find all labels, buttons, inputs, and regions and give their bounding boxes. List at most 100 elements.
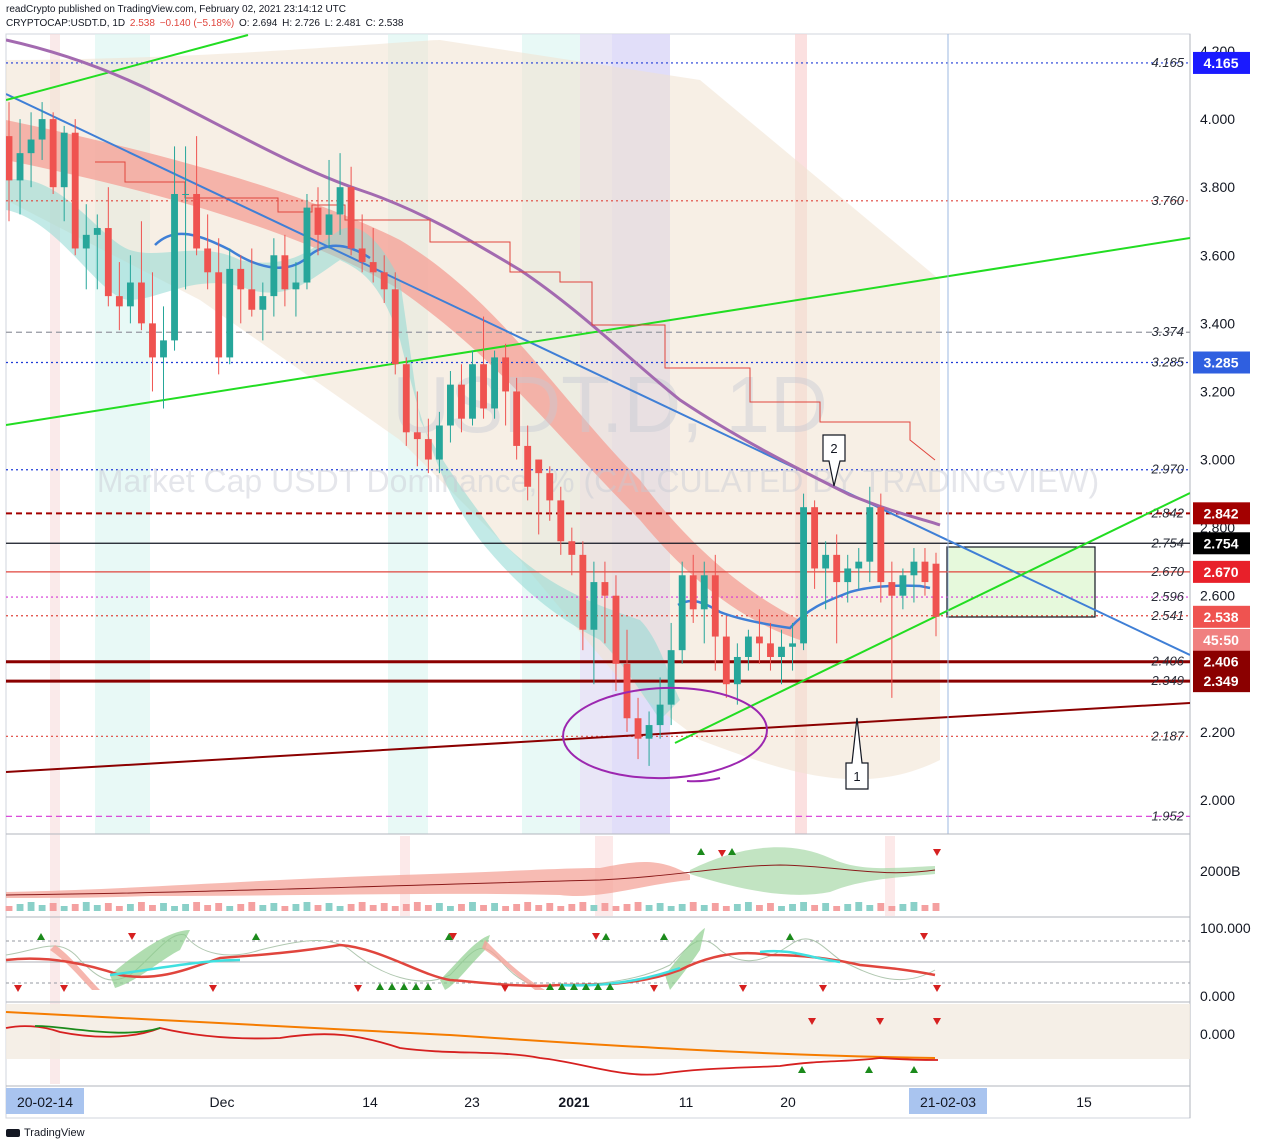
volume-bar [182,904,189,911]
arrow-down-icon [449,933,457,940]
bottom-line-red [5,1025,939,1076]
volume-bar [259,905,267,911]
y-tick-label: 3.600 [1200,247,1235,263]
arrow-down-icon [739,985,747,992]
candle-body [380,272,388,290]
candle-body [844,568,852,583]
arrow-up-icon [558,983,566,990]
volume-bar [557,906,565,911]
candle-body [601,582,609,596]
volume-bar [424,905,432,911]
candle-body [469,364,476,419]
volume-bar [435,903,443,911]
bottom-panel-bg [6,1004,1190,1059]
x-tick: 23 [464,1094,480,1110]
ohlc-close: C: 2.538 [365,18,404,29]
arrow-down-icon [128,933,136,940]
arrow-down-icon [209,985,217,992]
candle-body [491,357,498,409]
candle-body [27,139,35,154]
volume-bar [513,904,521,911]
symbol-name[interactable]: CRYPTOCAP:USDT.D, 1D [6,18,126,29]
candle-body [115,296,123,307]
candle-body [193,194,201,249]
candle-body [612,595,620,664]
arrow-up-icon [388,983,396,990]
candle-body [226,268,234,358]
volume-bar [822,903,830,911]
volume-bar [380,903,388,911]
arrow-down-icon [933,849,941,856]
axis-tag [1193,605,1250,628]
arrow-up-icon [424,983,432,990]
axis-tag-text: 2.670 [1203,564,1238,580]
time-axis[interactable]: 20-02-14 21-02-03 Dec 14 23 2021 11 20 1… [6,1088,1092,1114]
price-axis: 2.0002.2002.4002.6002.8003.0003.2003.400… [1200,43,1235,808]
bottom-circle[interactable] [561,684,768,781]
volume-bar [369,905,377,911]
target-box[interactable] [946,546,1096,618]
tradingview-brand: TradingView [24,1127,85,1139]
volume-bar [314,905,322,911]
volume-bar [568,904,576,911]
green-trendline-top[interactable] [6,34,249,101]
time-tag-left [6,1088,84,1114]
candle-body [325,214,333,235]
y-tick-label: 3.200 [1200,383,1235,399]
arrow-up-icon [728,848,736,855]
level-labels: 4.165 3.760 3.374 3.285 2.970 2.842 2.754 2.670… [1150,55,1184,823]
volume-bar [733,904,741,911]
volume-bar [325,903,333,911]
arrow-up-icon [865,1066,873,1073]
x-tick: 15 [1076,1094,1092,1110]
callout-1[interactable]: 1 [845,717,869,790]
bottom-panel: 0.000 [5,1004,1235,1076]
long-support-line[interactable] [6,702,1190,773]
candle-body [744,636,752,657]
x-tick: 14 [362,1094,378,1110]
volume-bar [16,904,24,911]
osc-axis-top: 100.000 [1200,920,1251,936]
green-support-line[interactable] [674,492,1190,744]
descending-trendline[interactable] [6,93,1190,656]
arrow-down-icon [354,985,362,992]
candle-body [623,663,631,719]
volume-bar [226,906,234,911]
tradingview-logo[interactable]: TradingView [6,1127,85,1139]
volume-bar [689,902,697,911]
arrow-up-icon [376,983,384,990]
volume-bar [800,902,807,911]
arrow-up-icon [570,983,578,990]
volume-bar [281,906,289,911]
osc-arrows [14,933,941,992]
stop-line [95,161,936,461]
symbol-line: CRYPTOCAP:USDT.D, 1D 2.538 −0.140 (−5.18… [6,17,405,31]
axis-tag-text: 2.538 [1203,609,1238,625]
axis-tag [1193,670,1250,693]
volume-bar [171,906,178,911]
candle-body [259,296,267,310]
volume-bar [888,906,896,911]
candle-body [910,561,918,576]
volume-bar [789,904,796,911]
time-tag-right-text: 21-02-03 [920,1094,976,1110]
candle-body [424,439,432,460]
candle-body [303,207,311,283]
callout-2[interactable]: 2 [822,434,846,487]
candle-body [171,194,178,341]
volume-bar [833,906,841,911]
level-label: 2.842 [1150,505,1184,520]
volume-bar [767,903,774,911]
arrow-down-icon [920,933,928,940]
volume-bar [579,902,587,911]
candle-body [590,582,598,630]
volume-bar [480,905,487,911]
candle-body [458,384,465,419]
candle-body [314,207,322,235]
candle-body [347,187,355,249]
axis-tag-text: 2.754 [1203,535,1238,551]
volume-bar [71,904,79,911]
candle-body [513,391,521,446]
candle-body [568,541,576,555]
